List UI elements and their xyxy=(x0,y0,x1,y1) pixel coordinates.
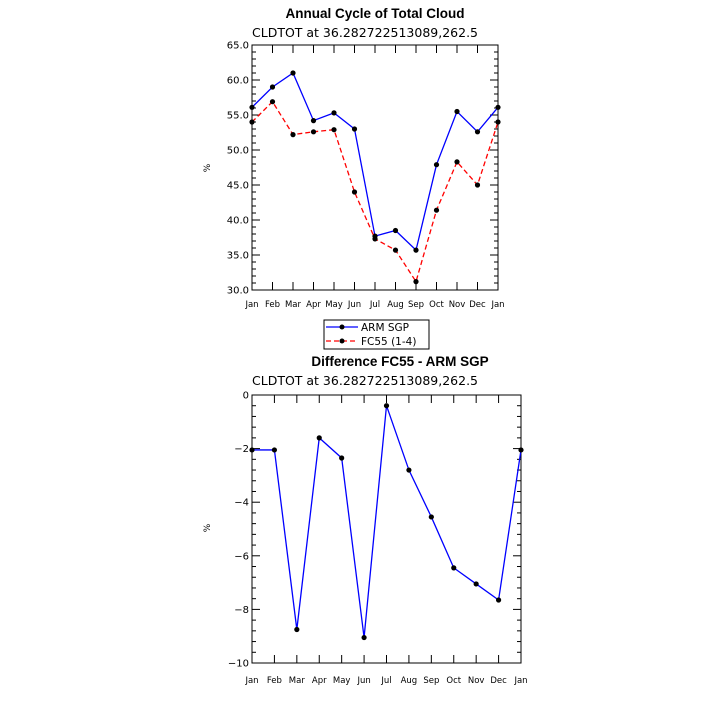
x-tick-label: Jun xyxy=(347,300,361,310)
x-tick-label: Jul xyxy=(369,300,380,310)
y-tick-label: 45.0 xyxy=(227,181,249,192)
data-point xyxy=(290,70,296,76)
data-point xyxy=(474,182,481,188)
y-tick-label: 55.0 xyxy=(227,111,249,122)
x-tick-label: May xyxy=(333,676,351,686)
legend-label-fc55: FC55 (1-4) xyxy=(361,336,416,348)
legend-marker-fc55 xyxy=(339,338,345,344)
legend-label-arm-sgp: ARM SGP xyxy=(361,322,409,334)
x-tick-label: Aug xyxy=(401,676,418,686)
x-tick-label: Feb xyxy=(265,300,280,310)
x-tick-label: Jun xyxy=(356,676,370,686)
data-point xyxy=(290,132,296,138)
data-point xyxy=(495,597,502,603)
y-tick-label: 35.0 xyxy=(227,251,249,262)
x-tick-label: Mar xyxy=(285,300,302,310)
chart-title: Annual Cycle of Total Cloud xyxy=(285,6,464,21)
data-point xyxy=(351,189,358,195)
y-tick-label: 30.0 xyxy=(227,286,249,297)
y-tick-label: 40.0 xyxy=(227,216,249,227)
data-point xyxy=(454,159,460,165)
data-point xyxy=(413,279,419,285)
data-point xyxy=(433,162,440,168)
x-tick-label: Jan xyxy=(490,300,504,310)
data-point xyxy=(351,126,358,132)
x-tick-label: Apr xyxy=(312,676,327,686)
data-point xyxy=(451,565,457,571)
data-point xyxy=(406,467,412,473)
chart-subtitle: CLDTOT at 36.282722513089,262.5 xyxy=(252,373,478,388)
plot-frame xyxy=(251,44,499,291)
x-tick-label: Sep xyxy=(423,676,439,686)
data-point xyxy=(392,247,399,253)
x-tick-label: Jul xyxy=(380,676,391,686)
y-tick-label: 0 xyxy=(243,391,249,402)
y-tick-label: −10 xyxy=(228,659,249,670)
data-point xyxy=(310,129,317,135)
data-point xyxy=(271,447,278,453)
data-point xyxy=(249,119,255,125)
data-point xyxy=(331,127,337,133)
x-tick-label: Nov xyxy=(449,300,466,310)
y-tick-label: −8 xyxy=(234,605,249,616)
data-point xyxy=(433,207,440,213)
x-tick-label: Sep xyxy=(408,300,424,310)
data-point xyxy=(269,84,276,90)
series-line-1 xyxy=(251,100,499,284)
x-tick-label: Oct xyxy=(429,300,444,310)
y-axis-label: % xyxy=(203,523,213,532)
data-point xyxy=(331,110,337,116)
data-point xyxy=(372,236,378,242)
y-axis-label: % xyxy=(203,163,213,172)
chart-title: Difference FC55 - ARM SGP xyxy=(311,354,488,369)
difference-chart: Difference FC55 - ARM SGP CLDTOT at 36.2… xyxy=(203,354,528,686)
data-point xyxy=(310,118,317,124)
x-tick-label: Jan xyxy=(244,300,258,310)
y-tick-label: −2 xyxy=(234,444,249,455)
legend: ARM SGP FC55 (1-4) xyxy=(323,319,430,350)
x-tick-label: Dec xyxy=(469,300,486,310)
x-tick-label: Oct xyxy=(446,676,461,686)
series-line-0 xyxy=(252,405,522,638)
x-tick-label: Mar xyxy=(289,676,306,686)
data-point xyxy=(495,104,501,110)
data-point xyxy=(269,99,276,105)
data-point xyxy=(361,634,367,641)
x-tick-label: Dec xyxy=(490,676,507,686)
data-point xyxy=(413,247,419,253)
data-point xyxy=(249,104,255,110)
x-tick-label: Jan xyxy=(513,676,527,686)
y-tick-label: −4 xyxy=(234,498,249,509)
data-point xyxy=(383,403,390,409)
data-point xyxy=(518,447,524,453)
data-point xyxy=(392,227,399,234)
y-tick-label: 65.0 xyxy=(227,41,249,52)
data-point xyxy=(474,129,481,135)
legend-marker-arm-sgp xyxy=(339,324,345,330)
y-tick-label: 60.0 xyxy=(227,76,249,87)
data-point xyxy=(316,435,322,441)
y-tick-label: −6 xyxy=(234,551,249,562)
x-tick-label: Apr xyxy=(306,300,321,310)
data-point xyxy=(294,626,300,633)
x-tick-label: Nov xyxy=(468,676,485,686)
x-tick-label: Aug xyxy=(387,300,404,310)
data-point xyxy=(428,514,434,520)
data-point xyxy=(495,119,501,125)
data-point xyxy=(339,455,345,461)
y-tick-label: 50.0 xyxy=(227,146,249,157)
x-tick-label: Feb xyxy=(267,676,282,686)
chart-subtitle: CLDTOT at 36.282722513089,262.5 xyxy=(252,25,478,40)
data-point xyxy=(454,108,460,115)
x-tick-label: Jan xyxy=(244,676,258,686)
data-point xyxy=(249,447,255,453)
x-tick-label: May xyxy=(325,300,343,310)
series-line-0 xyxy=(251,72,499,252)
plot-frame xyxy=(251,394,522,664)
annual-cycle-chart: Annual Cycle of Total Cloud CLDTOT at 36… xyxy=(203,6,505,350)
data-point xyxy=(473,581,479,587)
